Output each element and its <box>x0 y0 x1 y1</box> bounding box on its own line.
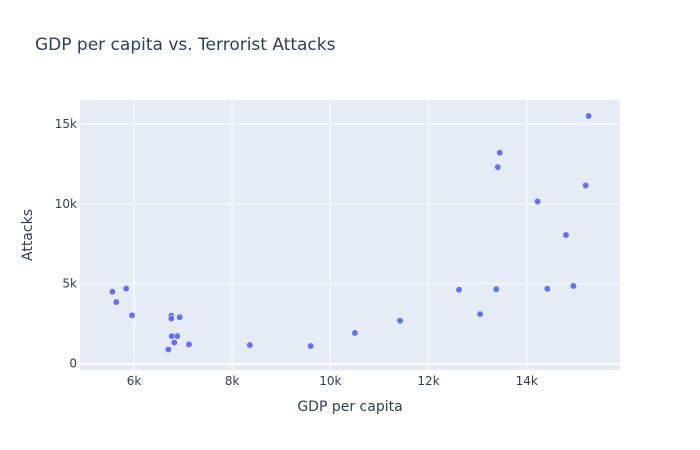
y-axis-ticks: 0 5k 10k 15k <box>55 117 77 371</box>
data-point[interactable] <box>562 231 570 239</box>
data-point[interactable] <box>496 149 504 157</box>
data-point[interactable] <box>246 341 254 349</box>
data-point[interactable] <box>534 197 541 205</box>
y-tick-label: 15k <box>55 117 77 131</box>
data-point[interactable] <box>128 311 136 319</box>
data-point[interactable] <box>176 313 184 321</box>
data-point[interactable] <box>543 285 551 293</box>
x-tick-label: 14k <box>516 374 538 388</box>
data-point[interactable] <box>307 342 315 350</box>
data-point[interactable] <box>569 282 577 290</box>
data-points <box>108 112 593 354</box>
data-point[interactable] <box>167 315 175 323</box>
data-point[interactable] <box>170 339 178 346</box>
x-axis-ticks: 6k 8k 10k 12k 14k <box>127 374 538 388</box>
data-point[interactable] <box>112 298 120 306</box>
data-point[interactable] <box>351 329 359 337</box>
x-tick-label: 8k <box>225 374 240 388</box>
data-point[interactable] <box>585 112 593 120</box>
data-point[interactable] <box>492 285 500 293</box>
data-point[interactable] <box>173 332 181 340</box>
data-point[interactable] <box>396 317 404 325</box>
data-point[interactable] <box>476 310 484 318</box>
x-axis-title: GDP per capita <box>297 399 402 415</box>
x-tick-label: 10k <box>319 374 341 388</box>
y-tick-label: 0 <box>69 357 77 371</box>
data-point[interactable] <box>582 182 590 189</box>
data-point[interactable] <box>494 163 502 171</box>
data-point[interactable] <box>164 346 172 354</box>
data-point[interactable] <box>455 286 463 294</box>
chart-title: GDP per capita vs. Terrorist Attacks <box>35 35 336 55</box>
y-tick-label: 10k <box>55 197 77 211</box>
data-point[interactable] <box>122 285 130 292</box>
data-point[interactable] <box>108 288 116 296</box>
x-tick-label: 6k <box>127 374 142 388</box>
plot-area <box>80 100 620 370</box>
y-tick-label: 5k <box>62 277 77 291</box>
data-point[interactable] <box>185 340 193 348</box>
y-axis-title: Attacks <box>20 209 36 261</box>
x-tick-label: 12k <box>417 374 439 388</box>
gridlines <box>80 100 620 370</box>
